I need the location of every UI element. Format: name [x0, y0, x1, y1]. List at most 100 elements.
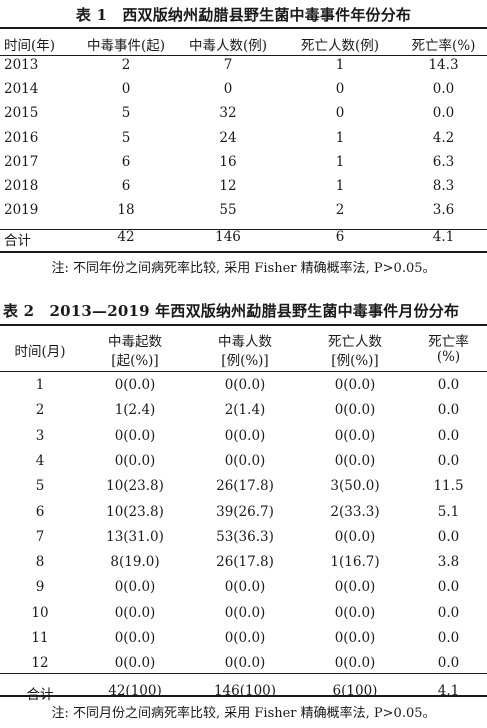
table1-cell: 2016 — [4, 129, 39, 146]
table2-bottom-rule — [0, 695, 487, 697]
table1-cell: 55 — [219, 202, 237, 219]
table2-cell: 0(0.0) — [334, 604, 376, 621]
table2-cell: 11.5 — [433, 478, 464, 495]
table1-cell: 4.2 — [432, 129, 455, 146]
table2-cell: 9 — [35, 579, 45, 596]
table2-cell: 12 — [31, 655, 49, 672]
table2-header-cases-unit: [例(%)] — [221, 353, 269, 369]
table2-cell: 4 — [35, 452, 45, 469]
table1-cell: 7 — [223, 57, 233, 73]
table1-cell: 2013 — [4, 57, 39, 73]
table1-caption: 表 1 西双版纳州勐腊县野生菌中毒事件年份分布 — [75, 6, 412, 24]
table1-cell: 24 — [219, 129, 237, 146]
table2-cell: 0.0 — [437, 427, 460, 444]
table2-cell: 0(0.0) — [334, 427, 376, 444]
table1-cell: 1 — [335, 153, 345, 170]
table2-cell: 0(0.0) — [334, 402, 376, 419]
table2-cell: 0(0.0) — [224, 604, 266, 621]
table1-cell: 2 — [121, 57, 131, 73]
table1-cell: 0 — [335, 81, 345, 98]
table2-cell: 0.0 — [437, 579, 460, 596]
table2-cell: 0(0.0) — [224, 452, 266, 469]
table2-cell: 5.1 — [437, 503, 460, 520]
table2-cell: 3(50.0) — [330, 478, 380, 495]
table1-cell: 8.3 — [432, 178, 455, 194]
table2-cell: 2 — [35, 402, 45, 419]
table2-cell: 146(100) — [213, 682, 277, 699]
table1-note: 注: 不同年份之间病死率比较, 采用 Fisher 精确概率法, P>0.05。 — [51, 261, 436, 276]
table1-cell: 2 — [335, 202, 345, 219]
table1-cell: 0 — [335, 105, 345, 122]
table2-cell: 0(0.0) — [114, 630, 156, 646]
table2-header-rate: 死亡率 — [428, 334, 469, 350]
table2-cell: 0(0.0) — [114, 579, 156, 596]
table2-cell: 0.0 — [437, 655, 460, 672]
table1-header-cases: 中毒人数(例) — [188, 38, 268, 54]
table1-cell: 1 — [335, 129, 345, 146]
table2-cell: 0(0.0) — [224, 579, 266, 596]
table2-cell: 39(26.7) — [216, 503, 274, 520]
table2-cell: 11 — [31, 630, 49, 646]
table2-cell: 0.0 — [437, 604, 460, 621]
table1-cell: 2017 — [4, 153, 39, 170]
table1-top-rule — [0, 27, 487, 29]
table2-header-deaths: 死亡人数 — [328, 334, 382, 350]
table1-cell: 5 — [121, 105, 131, 122]
table2-cell: 53(36.3) — [216, 528, 274, 545]
table2-cell: 0(0.0) — [334, 630, 376, 646]
table2-cell: 3.8 — [437, 554, 460, 571]
table2-top-rule — [0, 324, 487, 326]
table2-header-rule — [0, 371, 487, 372]
table1-cell: 6 — [121, 153, 131, 170]
table1-header-year: 时间(年) — [4, 38, 56, 54]
table2-note: 注: 不同月份之间病死率比较, 采用 Fisher 精确概率法, P>0.05。 — [51, 706, 436, 721]
table2-cell: 42(100) — [108, 682, 162, 699]
table2-cell: 26(17.8) — [216, 554, 274, 571]
table2-total-rule — [0, 673, 487, 674]
table2-header-month: 时间(月) — [14, 344, 66, 360]
table1-cell: 3.6 — [432, 202, 455, 219]
table1-cell: 0 — [121, 81, 131, 98]
table1-header-rule — [0, 55, 487, 56]
table1-cell: 32 — [219, 105, 237, 122]
table2-cell: 0.0 — [437, 630, 460, 646]
table1-cell: 6.3 — [432, 153, 455, 170]
table1-cell: 12 — [219, 178, 237, 194]
table2-cell: 2(33.3) — [330, 503, 380, 520]
table2-cell: 6(100) — [332, 682, 378, 699]
table2-cell: 10(23.8) — [106, 503, 164, 520]
table1-cell: 6 — [121, 178, 131, 194]
table1-cell: 42 — [117, 229, 135, 246]
table1-cell: 0.0 — [432, 81, 455, 98]
table2-cell: 0(0.0) — [114, 427, 156, 444]
table1-header-events: 中毒事件(起) — [86, 38, 166, 54]
table1-cell: 2019 — [4, 202, 39, 219]
table2-cell: 0(0.0) — [114, 452, 156, 469]
table2-cell: 0(0.0) — [114, 377, 156, 393]
table1-cell: 1 — [335, 178, 345, 194]
table2-cell: 合计 — [0, 683, 80, 703]
table2-header-cases: 中毒人数 — [218, 334, 272, 350]
table2-cell: 0.0 — [437, 528, 460, 545]
table2-cell: 1(16.7) — [330, 554, 380, 571]
table2-cell: 1(2.4) — [114, 402, 156, 419]
table2-header-rate-unit: (%) — [436, 349, 461, 365]
table2-cell: 26(17.8) — [216, 478, 274, 495]
table1-cell: 14.3 — [428, 57, 459, 73]
table2-cell: 0.0 — [437, 402, 460, 419]
table1-cell: 2018 — [4, 178, 39, 194]
table2-caption: 表 2 2013—2019 年西双版纳州勐腊县野生菌中毒事件月份分布 — [3, 302, 460, 320]
table2-cell: 10 — [31, 604, 49, 621]
table2-cell: 8 — [35, 554, 45, 571]
table1-cell: 16 — [219, 153, 237, 170]
table2-header-events-unit: [起(%)] — [111, 353, 159, 369]
table2-cell: 1 — [35, 377, 45, 393]
table1-header-deaths: 死亡人数(例) — [300, 38, 380, 54]
table2-cell: 4.1 — [437, 682, 460, 699]
table2-cell: 2(1.4) — [224, 402, 266, 419]
table1-cell: 4.1 — [432, 229, 455, 246]
table2-cell: 5 — [35, 478, 45, 495]
table2-cell: 6 — [35, 503, 45, 520]
table1-cell: 1 — [335, 57, 345, 73]
